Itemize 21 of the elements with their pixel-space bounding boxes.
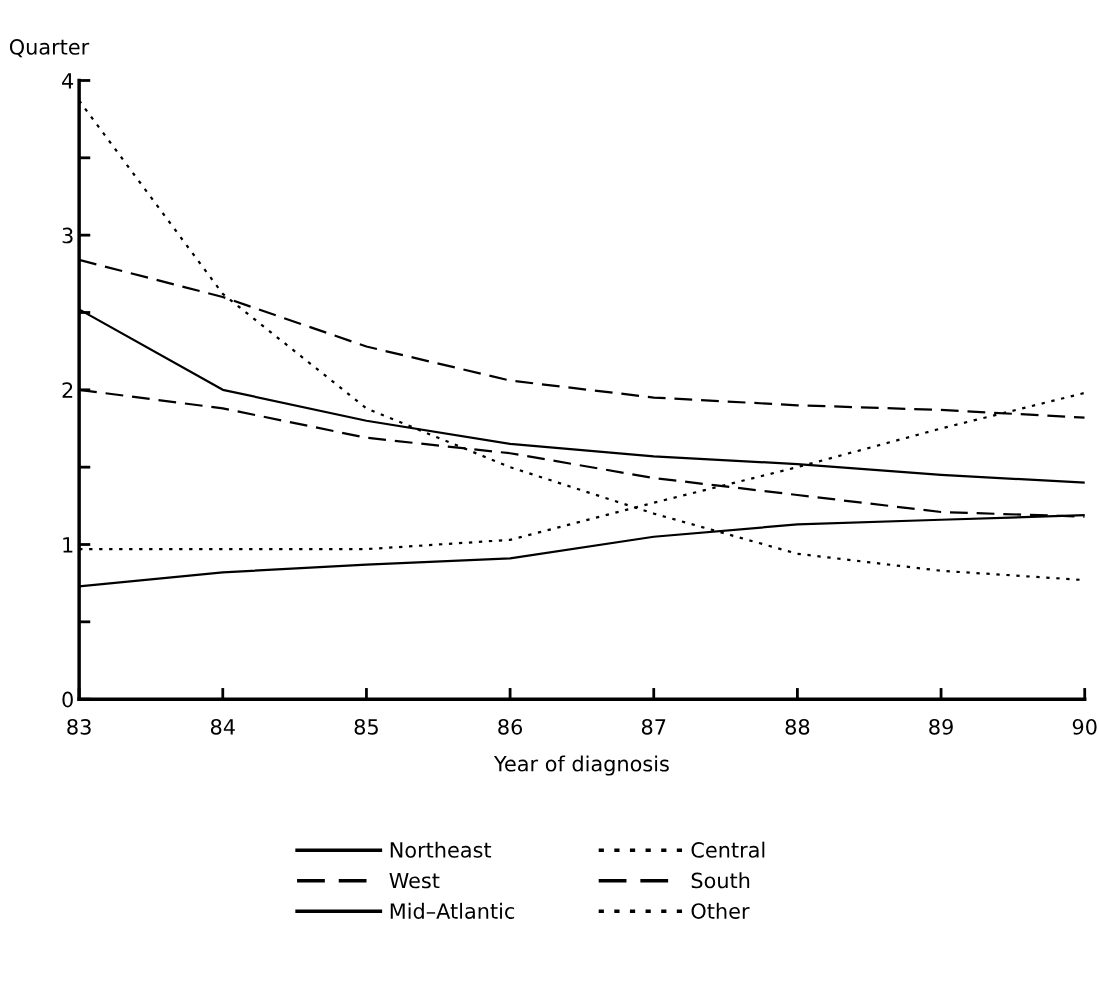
legend-label: South	[691, 872, 750, 889]
y-tick-label: 0	[62, 691, 73, 708]
y-tick-label: 1	[63, 537, 73, 553]
x-tick-label: 87	[641, 718, 666, 735]
y-tick-label: 2	[62, 382, 73, 398]
x-tick-label: 85	[354, 718, 378, 735]
legend-label: Northeast	[390, 841, 492, 858]
legend-label: Other	[691, 902, 750, 919]
x-tick-label: 86	[498, 718, 523, 735]
legend-label: Mid–Atlantic	[390, 902, 515, 919]
x-tick-label: 89	[929, 718, 953, 735]
x-tick-label: 88	[785, 718, 810, 735]
x-tick-label: 84	[210, 718, 235, 735]
y-tick-label: 3	[62, 227, 73, 244]
legend-label: West	[389, 872, 440, 889]
x-tick-label: 83	[67, 718, 91, 735]
y-tick-label: 4	[62, 73, 74, 89]
x-axis-title: Year of diagnosis	[493, 755, 669, 776]
x-tick-label: 90	[1072, 718, 1097, 735]
y-axis-title: Quarter	[9, 39, 90, 58]
legend-label: Central	[691, 841, 765, 858]
